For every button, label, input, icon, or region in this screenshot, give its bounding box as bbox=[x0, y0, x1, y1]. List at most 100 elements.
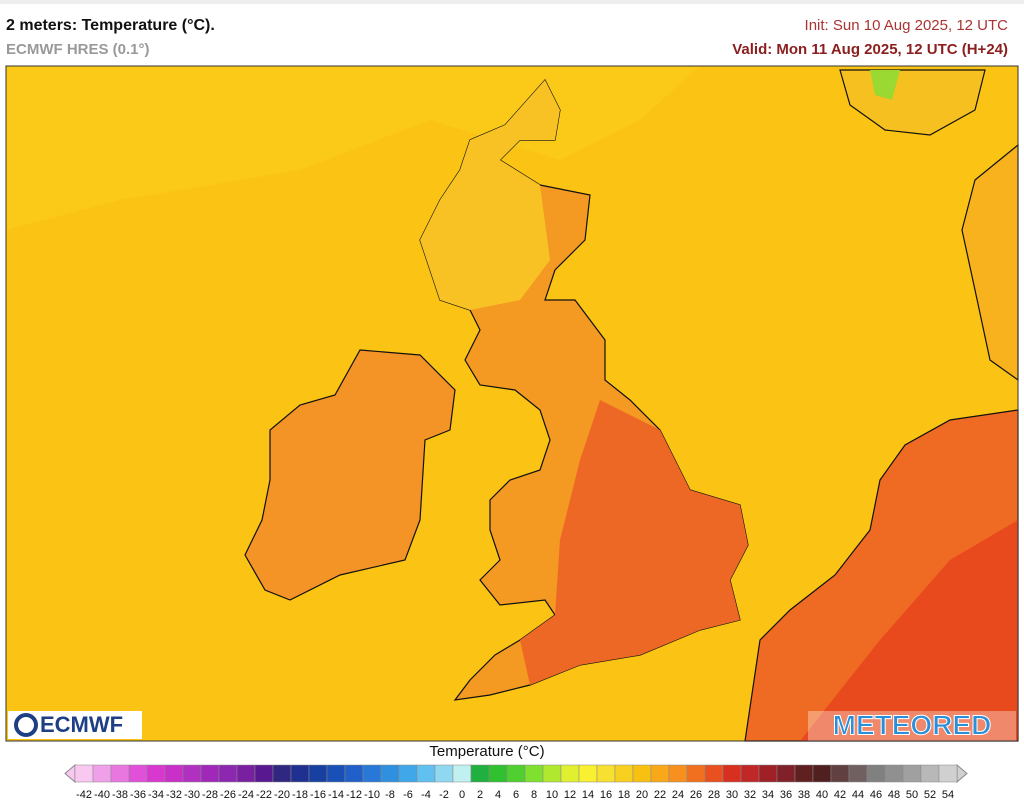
scotland-highlands bbox=[420, 80, 560, 310]
legend-swatch bbox=[398, 764, 418, 783]
legend-tick-label: -14 bbox=[328, 789, 344, 801]
legend-swatch bbox=[362, 764, 382, 783]
legend-swatch bbox=[704, 764, 724, 783]
legend-tick-label: 54 bbox=[942, 789, 954, 801]
legend-tick-label: -40 bbox=[94, 789, 110, 801]
map bbox=[6, 66, 1019, 742]
legend-swatch bbox=[92, 764, 112, 783]
legend-tick-label: 32 bbox=[744, 789, 756, 801]
legend-swatch bbox=[686, 764, 706, 783]
legend-tick-label: 0 bbox=[459, 789, 465, 801]
legend-tick-label: -34 bbox=[148, 789, 164, 801]
legend-swatch bbox=[542, 764, 562, 783]
model: ECMWF HRES (0.1°) bbox=[6, 41, 150, 58]
legend-tick-label: 4 bbox=[495, 789, 501, 801]
legend-tick-label: 46 bbox=[870, 789, 882, 801]
legend-swatch bbox=[758, 764, 778, 783]
legend-swatch bbox=[668, 764, 688, 783]
legend-swatch bbox=[380, 764, 400, 783]
legend-tick-label: 44 bbox=[852, 789, 864, 801]
legend-tick-label: 28 bbox=[708, 789, 720, 801]
legend-tick-label: 6 bbox=[513, 789, 519, 801]
legend-tick-label: -4 bbox=[421, 789, 431, 801]
legend-swatch bbox=[236, 764, 256, 783]
legend-swatch bbox=[434, 764, 454, 783]
norway-cool bbox=[870, 70, 900, 100]
ecmwf-logo-icon bbox=[14, 713, 38, 737]
legend-swatch bbox=[254, 764, 274, 783]
legend-swatch bbox=[560, 764, 580, 783]
legend-tick-label: -10 bbox=[364, 789, 380, 801]
legend-arrow-low bbox=[64, 763, 76, 784]
legend-tick-label: -42 bbox=[76, 789, 92, 801]
legend-tick-label: -32 bbox=[166, 789, 182, 801]
legend-tick-label: -6 bbox=[403, 789, 413, 801]
legend-swatch bbox=[110, 764, 130, 783]
legend-tick-label: 38 bbox=[798, 789, 810, 801]
meteored-logo-box bbox=[808, 711, 1016, 741]
legend-swatch bbox=[632, 764, 652, 783]
legend-swatch bbox=[740, 764, 760, 783]
england-hot bbox=[520, 400, 748, 685]
legend-tick-label: -26 bbox=[220, 789, 236, 801]
legend-tick-label: 34 bbox=[762, 789, 774, 801]
legend-swatch bbox=[848, 764, 868, 783]
legend-swatch bbox=[650, 764, 670, 783]
legend-swatch bbox=[344, 764, 364, 783]
legend-tick-label: -16 bbox=[310, 789, 326, 801]
legend-tick-label: 20 bbox=[636, 789, 648, 801]
ecmwf-logo: ECMWF bbox=[40, 712, 123, 737]
legend-tick-label: 10 bbox=[546, 789, 558, 801]
legend-swatch bbox=[182, 764, 202, 783]
legend-swatch bbox=[416, 764, 436, 783]
legend-swatch bbox=[272, 764, 292, 783]
legend-tick-label: 42 bbox=[834, 789, 846, 801]
legend-swatch bbox=[218, 764, 238, 783]
legend-swatch bbox=[884, 764, 904, 783]
legend-swatch bbox=[128, 764, 148, 783]
legend-swatch bbox=[524, 764, 544, 783]
legend-swatch bbox=[452, 764, 472, 783]
legend-swatch bbox=[920, 764, 940, 783]
legend-tick-label: -22 bbox=[256, 789, 272, 801]
legend-swatch bbox=[506, 764, 526, 783]
legend-tick-label: -2 bbox=[439, 789, 449, 801]
continent-hot bbox=[800, 520, 1018, 741]
legend-tick-label: 40 bbox=[816, 789, 828, 801]
legend-swatch bbox=[326, 764, 346, 783]
legend-swatch bbox=[290, 764, 310, 783]
legend-swatch bbox=[596, 764, 616, 783]
legend-tick-label: -12 bbox=[346, 789, 362, 801]
legend-tick-label: 2 bbox=[477, 789, 483, 801]
title: 2 meters: Temperature (°C). bbox=[6, 17, 215, 34]
top-bar bbox=[0, 0, 1024, 4]
legend-swatch bbox=[470, 764, 490, 783]
legend-tick-label: 16 bbox=[600, 789, 612, 801]
legend-swatch bbox=[794, 764, 814, 783]
legend-swatch bbox=[866, 764, 886, 783]
legend-tick-label: 26 bbox=[690, 789, 702, 801]
init-time: Init: Sun 10 Aug 2025, 12 UTC bbox=[805, 17, 1009, 34]
legend-swatch bbox=[938, 764, 958, 783]
legend-swatch bbox=[200, 764, 220, 783]
legend-swatch bbox=[812, 764, 832, 783]
meteored-logo: METEORED bbox=[833, 709, 992, 740]
map-frame bbox=[5, 65, 1019, 742]
legend-tick-label: -36 bbox=[130, 789, 146, 801]
legend-tick-label: 18 bbox=[618, 789, 630, 801]
legend-tick-label: -38 bbox=[112, 789, 128, 801]
legend-swatch bbox=[830, 764, 850, 783]
legend-title: Temperature (°C) bbox=[429, 743, 544, 760]
legend-swatch bbox=[614, 764, 634, 783]
legend-swatch bbox=[164, 764, 184, 783]
legend: -42 -40 -38 -36 -34 -32 -30 -28 -26 -24 -22 -20 -18-… bbox=[64, 763, 968, 801]
legend-swatch bbox=[308, 764, 328, 783]
legend-tick-label: 8 bbox=[531, 789, 537, 801]
legend-tick-label: -30 bbox=[184, 789, 200, 801]
legend-tick-label: 48 bbox=[888, 789, 900, 801]
legend-tick-label: 50 bbox=[906, 789, 918, 801]
legend-tick-label: 36 bbox=[780, 789, 792, 801]
legend-tick-label: -8 bbox=[385, 789, 395, 801]
